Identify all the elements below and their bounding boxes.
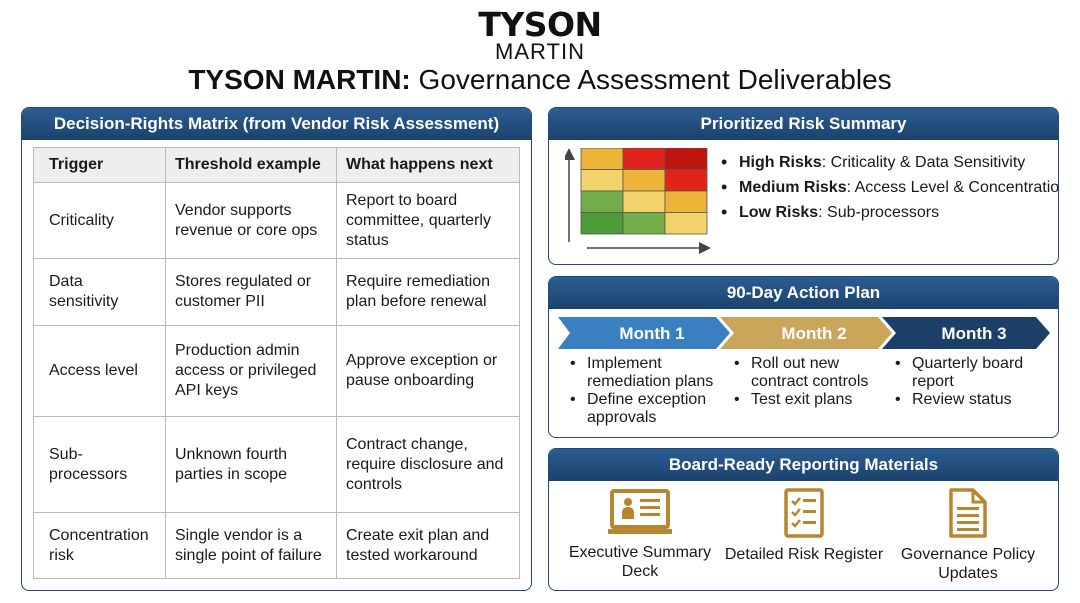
decision-rights-table: Trigger Threshold example What happens n…: [33, 147, 520, 579]
heatmap-cell: [664, 212, 708, 235]
logo-bottom-text: MARTIN: [495, 39, 585, 64]
month-3-label: Month 3: [941, 324, 1006, 343]
list-item: Define exception approvals: [561, 391, 721, 427]
heatmap-cells: [580, 147, 708, 235]
risk-level-label: Medium Risks: [739, 179, 847, 196]
document-icon: [949, 488, 987, 538]
list-item: Implement remediation plans: [561, 355, 721, 391]
risk-item-medium: Medium Risks: Access Level & Concentrati…: [719, 175, 1059, 200]
heatmap-cell: [622, 147, 666, 170]
column-header-threshold: Threshold example: [165, 147, 337, 183]
page-title-text: Governance Assessment Deliverables: [410, 64, 892, 95]
month-3-tasks: Quarterly board report Review status: [886, 355, 1046, 409]
action-plan-panel: 90-Day Action Plan Month 1 Month 2 Month…: [548, 276, 1059, 438]
page-title-brand: TYSON MARTIN:: [188, 64, 411, 95]
decision-rights-panel: Decision-Rights Matrix (from Vendor Risk…: [21, 107, 532, 591]
next-step-cell: Create exit plan and tested workaround: [336, 512, 520, 579]
page-title: TYSON MARTIN: Governance Assessment Deli…: [0, 62, 1080, 98]
month-timeline: Month 1 Month 2 Month 3: [558, 317, 1050, 349]
risk-list: High Risks: Criticality & Data Sensitivi…: [719, 150, 1059, 225]
table-row: Criticality Vendor supports revenue or c…: [33, 182, 520, 259]
threshold-cell: Production admin access or privileged AP…: [165, 325, 337, 417]
month-2-label: Month 2: [781, 324, 846, 343]
risk-item-low: Low Risks: Sub-processors: [719, 200, 1058, 225]
risk-detail: : Criticality & Data Sensitivity: [821, 154, 1026, 171]
threshold-cell: Stores regulated or customer PII: [165, 258, 337, 326]
column-header-trigger: Trigger: [33, 147, 166, 183]
threshold-cell: Unknown fourth parties in scope: [165, 416, 337, 513]
action-plan-title: 90-Day Action Plan: [549, 277, 1058, 309]
month-3-arrow: [882, 317, 1050, 349]
risk-detail: : Sub-processors: [818, 204, 940, 221]
list-item: Test exit plans: [725, 391, 885, 409]
decision-rights-title: Decision-Rights Matrix (from Vendor Risk…: [22, 108, 531, 140]
heatmap-cell: [664, 147, 708, 170]
table-row: Data sensitivity Stores regulated or cus…: [33, 258, 520, 326]
heatmap-cell: [580, 212, 624, 235]
report-item-label: Governance Policy Updates: [900, 546, 1036, 582]
heatmap-cell: [622, 212, 666, 235]
list-item: Review status: [886, 391, 1046, 409]
heatmap-cell: [580, 147, 624, 170]
heatmap-cell: [664, 190, 708, 213]
reporting-materials-panel: Board-Ready Reporting Materials Executiv…: [548, 448, 1059, 591]
next-step-cell: Approve exception or pause onboarding: [336, 325, 520, 417]
governance-policy-updates: Governance Policy Updates: [888, 487, 1048, 583]
trigger-cell: Concentration risk: [33, 512, 166, 579]
month-1-label: Month 1: [619, 324, 684, 343]
next-step-cell: Require remediation plan before renewal: [336, 258, 520, 326]
presentation-icon: [608, 489, 672, 534]
table-row: Access level Production admin access or …: [33, 325, 520, 417]
table-row: Concentration risk Single vendor is a si…: [33, 512, 520, 579]
executive-summary-deck: Executive Summary Deck: [560, 487, 720, 581]
heatmap-graphic: [563, 147, 711, 254]
column-header-next: What happens next: [336, 147, 520, 183]
heatmap-cell: [622, 169, 666, 192]
report-item-label: Executive Summary Deck: [568, 544, 712, 580]
heatmap-cell: [580, 169, 624, 192]
trigger-cell: Sub-processors: [33, 416, 166, 513]
threshold-cell: Single vendor is a single point of failu…: [165, 512, 337, 579]
risk-item-high: High Risks: Criticality & Data Sensitivi…: [719, 150, 1058, 175]
month-1-arrow: [558, 317, 730, 349]
heatmap-cell: [664, 169, 708, 192]
list-item: Quarterly board report: [886, 355, 1046, 391]
heatmap-cell: [580, 190, 624, 213]
threshold-cell: Vendor supports revenue or core ops: [165, 182, 337, 259]
month-2-tasks: Roll out new contract controls Test exit…: [725, 355, 885, 409]
table-row: Sub-processors Unknown fourth parties in…: [33, 416, 520, 513]
table-header-row: Trigger Threshold example What happens n…: [33, 147, 520, 183]
next-step-cell: Report to board committee, quarterly sta…: [336, 182, 520, 259]
brand-logo: TYSON MARTIN: [0, 5, 1080, 64]
risk-level-label: Low Risks: [739, 204, 819, 221]
risk-heatmap: [563, 147, 715, 258]
risk-summary-title: Prioritized Risk Summary: [549, 108, 1058, 140]
risk-summary-panel: Prioritized Risk Summary High Risks: Cri…: [548, 107, 1059, 265]
heatmap-cell: [622, 190, 666, 213]
logo-top-text: TYSON: [478, 5, 602, 44]
month-1-tasks: Implement remediation plans Define excep…: [561, 355, 721, 427]
detailed-risk-register: Detailed Risk Register: [724, 487, 884, 564]
trigger-cell: Data sensitivity: [33, 258, 166, 326]
reporting-materials-title: Board-Ready Reporting Materials: [549, 449, 1058, 481]
risk-detail: : Access Level & Concentration: [846, 179, 1059, 196]
trigger-cell: Access level: [33, 325, 166, 417]
report-item-label: Detailed Risk Register: [724, 546, 884, 563]
list-item: Roll out new contract controls: [725, 355, 885, 391]
checklist-icon: [784, 488, 824, 538]
next-step-cell: Contract change, require disclosure and …: [336, 416, 520, 513]
risk-level-label: High Risks: [739, 154, 822, 171]
month-2-arrow: [720, 317, 892, 349]
trigger-cell: Criticality: [33, 182, 166, 259]
